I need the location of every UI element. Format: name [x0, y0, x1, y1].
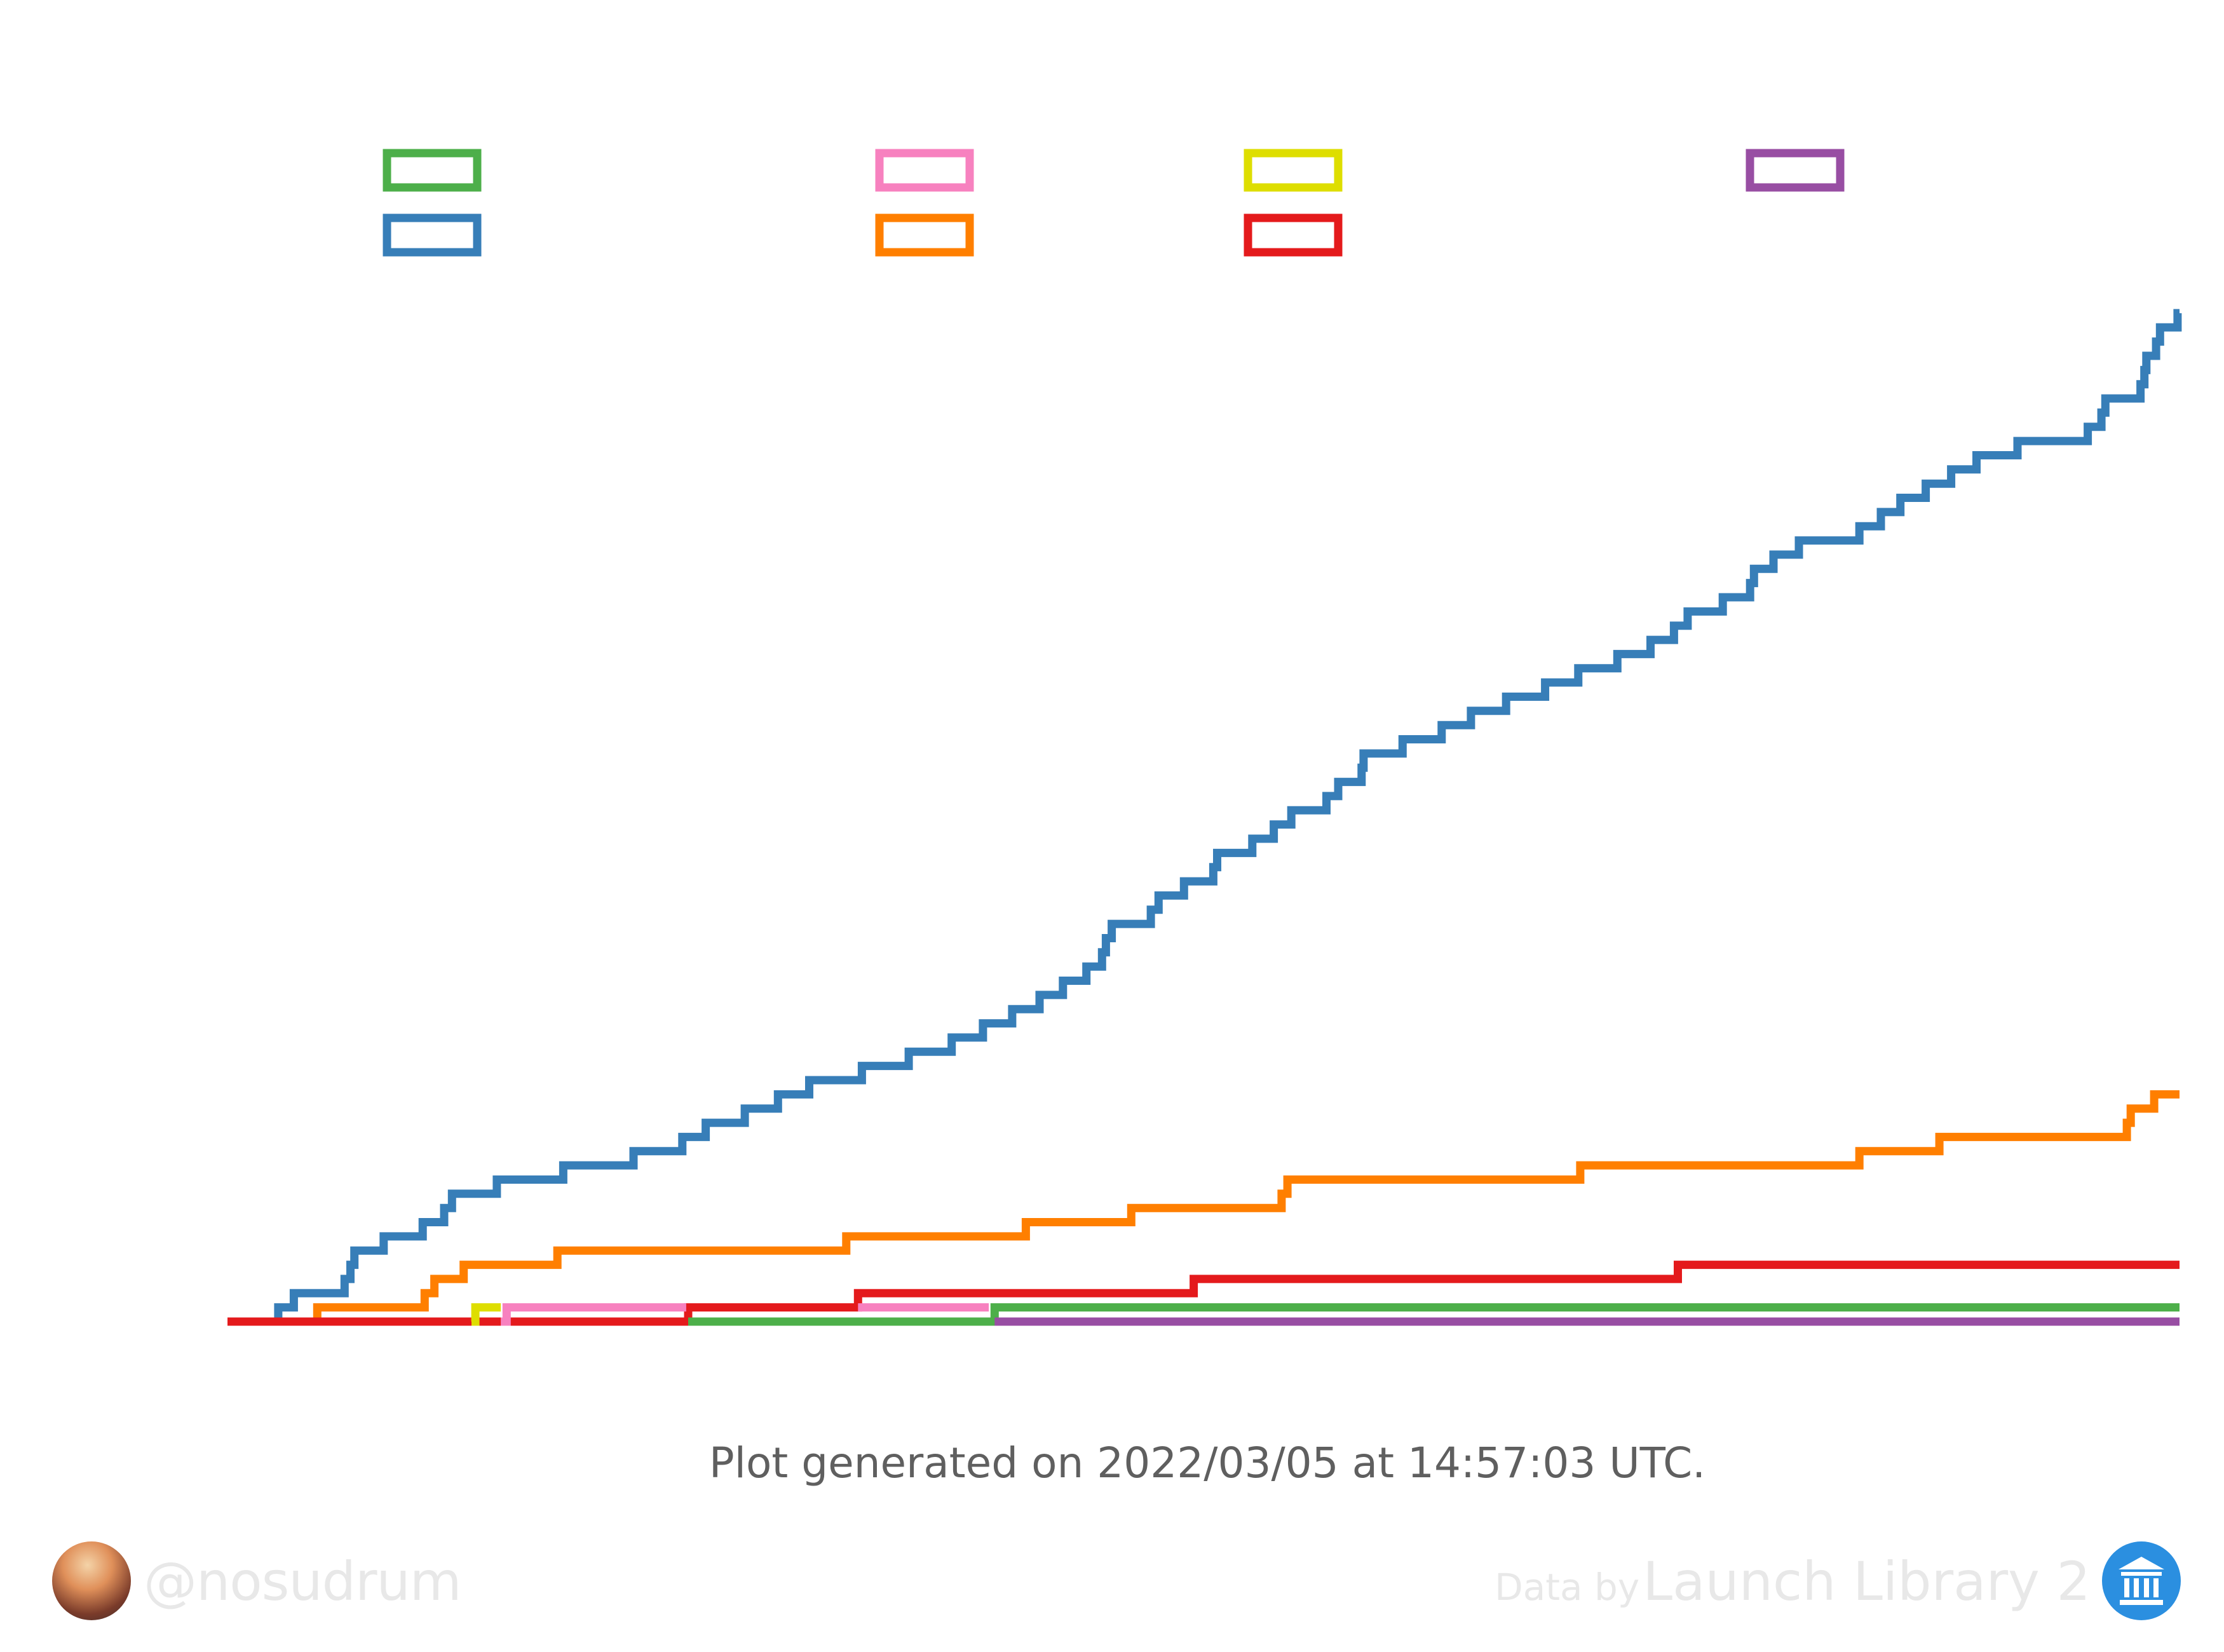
- data-credit: Data by Launch Library 2: [1495, 1550, 2091, 1613]
- legend-swatch-2: [1244, 149, 1343, 192]
- plot-generated-note: Plot generated on 2022/03/05 at 14:57:03…: [709, 1439, 1706, 1487]
- series-line-2: [227, 1261, 2180, 1326]
- series-line-0: [266, 309, 2182, 1326]
- series-line-1: [313, 1090, 2180, 1326]
- legend-swatch-6: [1244, 213, 1343, 257]
- credit-source: Launch Library 2: [1643, 1550, 2091, 1613]
- plot-area: [227, 309, 2182, 1326]
- credit-prefix: Data by: [1495, 1566, 1640, 1609]
- legend-swatch-1: [875, 149, 974, 192]
- series-line-3: [688, 1303, 2180, 1326]
- institution-icon: [2119, 1557, 2164, 1605]
- launch-library-logo: [2102, 1541, 2181, 1620]
- author-avatar: [52, 1541, 131, 1620]
- series-line-4: [501, 1303, 686, 1326]
- legend-swatch-3: [1746, 149, 1845, 192]
- legend-swatch-4: [383, 213, 482, 257]
- author-handle: @nosudrum: [144, 1550, 462, 1613]
- series-line-6: [471, 1303, 501, 1326]
- legend-swatch-0: [383, 149, 482, 192]
- legend: [383, 149, 1845, 257]
- legend-swatch-5: [875, 213, 974, 257]
